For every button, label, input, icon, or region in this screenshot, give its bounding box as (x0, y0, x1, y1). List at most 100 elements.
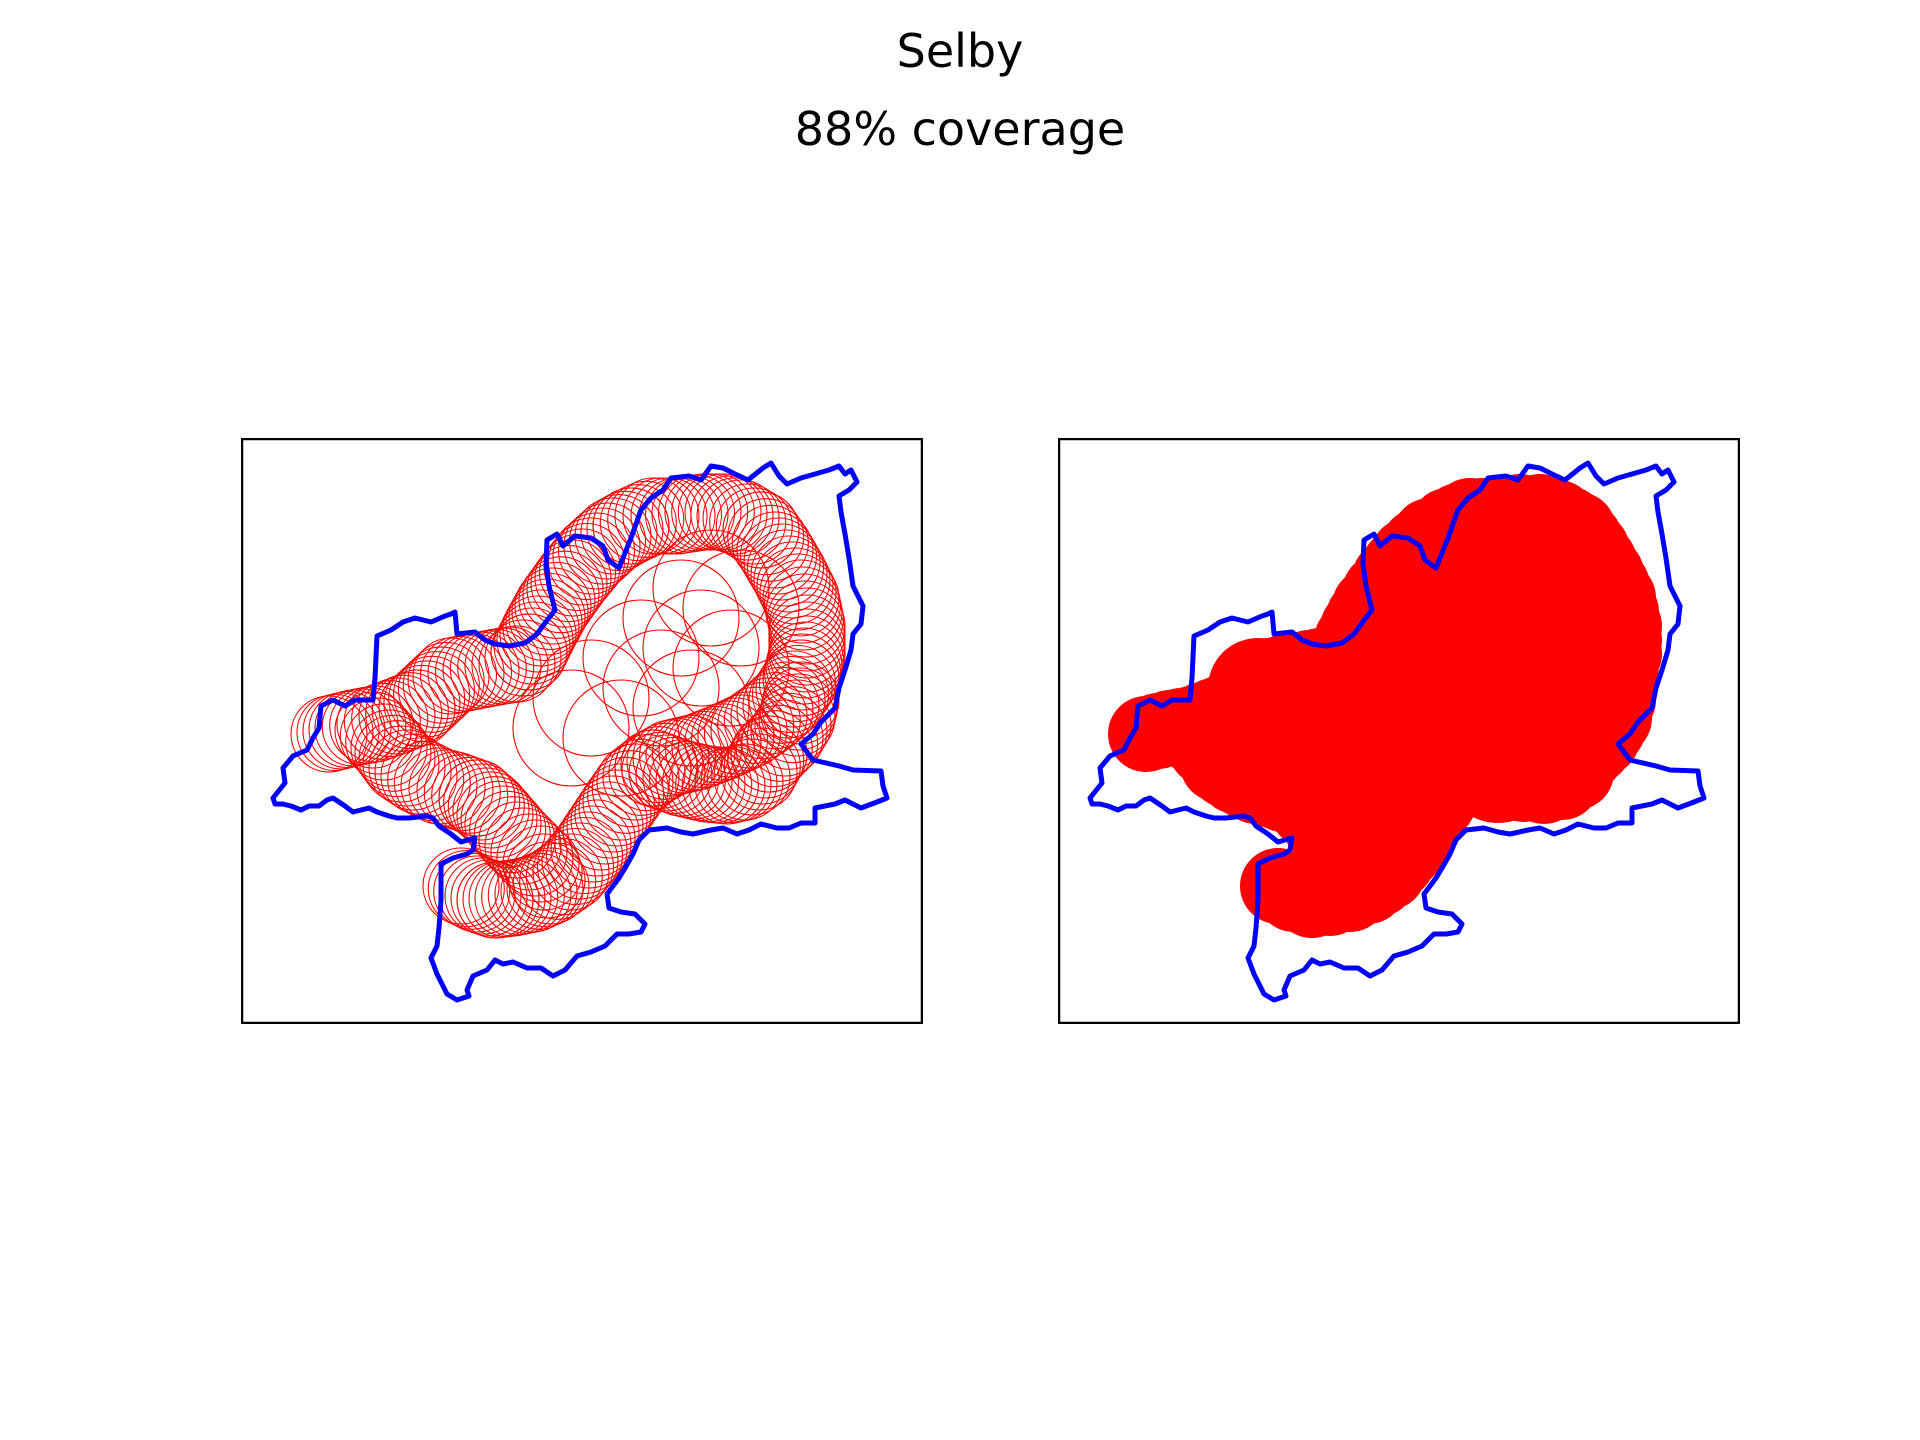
coverage-circle (444, 857, 522, 935)
coverage-circle (720, 733, 798, 811)
coverage-circle (1443, 713, 1553, 823)
coverage-circle (622, 477, 700, 555)
coverage-circle (397, 651, 475, 729)
coverage-circle (302, 692, 380, 770)
coverage-circle (700, 744, 778, 822)
coverage-circle (350, 709, 428, 787)
coverage-circle (407, 642, 485, 720)
coverage-circle (739, 517, 818, 595)
coverage-circle (710, 691, 788, 769)
coverage-circle (512, 669, 630, 787)
coverage-circle (723, 727, 801, 805)
coverage-circle (756, 547, 834, 625)
coverage-circle (706, 743, 784, 821)
coverage-circle (460, 780, 538, 858)
coverage-circle (741, 704, 819, 782)
coverage-circle (638, 717, 717, 796)
coverage-circle (763, 633, 842, 711)
coverage-circle (351, 680, 429, 758)
coverage-circle (490, 813, 568, 891)
coverage-circle (490, 613, 568, 691)
coverage-circle (496, 819, 574, 897)
coverage-circle (552, 517, 630, 595)
coverage-circle (690, 475, 768, 553)
coverage-circle (750, 535, 828, 613)
coverage-circle (592, 487, 670, 565)
coverage-circle (727, 498, 805, 576)
coverage-circle (514, 567, 592, 645)
coverage-circle (496, 601, 574, 679)
coverage-circle (684, 473, 762, 551)
coverage-circle (484, 807, 562, 885)
coverage-circle (672, 609, 790, 727)
coverage-circle (558, 799, 636, 877)
coverage-circle (622, 559, 740, 677)
coverage-circle (696, 477, 774, 555)
coverage-circle (427, 850, 505, 928)
coverage-circle (754, 686, 832, 764)
coverage-circle (343, 682, 421, 760)
coverage-circle (642, 589, 760, 707)
coverage-circle (456, 861, 534, 939)
coverage-circle (566, 787, 644, 865)
coverage-circle (751, 655, 830, 734)
coverage-circle (759, 673, 837, 751)
coverage-circle (339, 697, 417, 775)
coverage-circle (1343, 803, 1433, 893)
coverage-circle (574, 775, 652, 853)
coverage-circle (746, 699, 824, 777)
map-panel-coverage-circles (241, 438, 923, 1024)
coverage-circle (582, 599, 700, 717)
coverage-circle (438, 759, 516, 837)
coverage-circle (562, 679, 680, 797)
coverage-circle (518, 561, 596, 639)
coverage-circle (642, 739, 720, 817)
coverage-circle (478, 625, 556, 703)
coverage-circle (768, 594, 846, 672)
coverage-circle (682, 549, 800, 667)
coverage-circle (648, 740, 727, 819)
coverage-circle (1208, 638, 1308, 738)
coverage-circle (602, 629, 720, 747)
coverage-circle (1240, 848, 1316, 924)
coverage-circle (526, 550, 604, 628)
figure-title: Selby (896, 24, 1024, 78)
coverage-circle (768, 608, 846, 686)
coverage-circle (582, 763, 660, 841)
coverage-circle (743, 523, 821, 601)
coverage-circle (614, 729, 692, 807)
selby-boundary (270, 460, 890, 1003)
coverage-circle (505, 583, 583, 662)
coverage-circle (447, 767, 525, 845)
coverage-circle (715, 487, 793, 565)
coverage-circle (671, 473, 749, 551)
coverage-circle (750, 692, 828, 770)
coverage-circle (499, 595, 577, 673)
selby-boundary (1087, 460, 1707, 1003)
coverage-circle (586, 490, 664, 568)
coverage-circle (768, 587, 846, 665)
coverage-subtitle: 88% coverage (794, 102, 1126, 156)
coverage-circle (522, 556, 600, 634)
coverage-circle (557, 512, 636, 590)
coverage-circle (508, 841, 586, 919)
coverage-circle (374, 733, 452, 811)
coverage-circle (694, 746, 772, 824)
coverage-circle (422, 847, 500, 925)
coverage-circle (587, 756, 665, 834)
coverage-circle (766, 580, 845, 658)
coverage-circle (596, 743, 674, 821)
coverage-circle (402, 646, 480, 724)
coverage-circle (505, 833, 583, 911)
coverage-circle (753, 541, 831, 619)
coverage-circle (506, 850, 584, 928)
coverage-circle (735, 710, 813, 788)
coverage-circles-group (290, 473, 846, 939)
coverage-circle (545, 816, 624, 895)
coverage-circle (532, 639, 650, 757)
coverage-circle (378, 669, 456, 747)
coverage-circle (731, 504, 809, 582)
coverage-circle (709, 483, 787, 561)
coverage-circle (655, 742, 733, 820)
coverage-union-group (1108, 474, 1662, 938)
